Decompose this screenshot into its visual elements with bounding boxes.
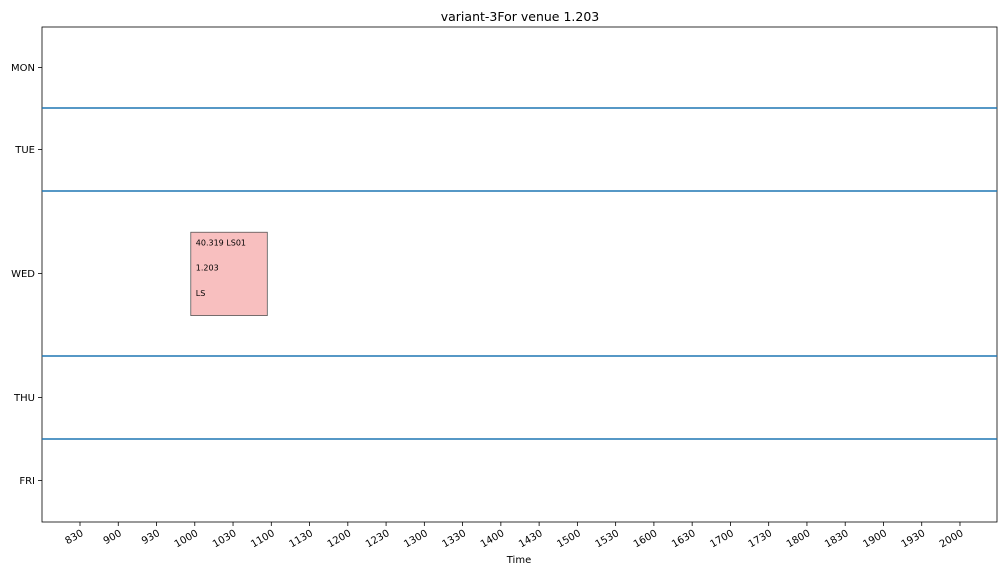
- x-tick-label-1830: 1830: [823, 528, 851, 550]
- x-tick-label-1630: 1630: [670, 528, 698, 550]
- x-tick-label-1530: 1530: [594, 528, 622, 550]
- x-tick-label-930: 930: [140, 528, 162, 547]
- x-tick-label-1730: 1730: [747, 528, 775, 550]
- x-tick-label-1000: 1000: [173, 528, 201, 550]
- events-layer: 40.319 LS01 1.203 LS: [190, 231, 268, 316]
- day-separators: [42, 107, 997, 440]
- y-tick-label-wed: WED: [11, 269, 35, 280]
- x-tick-label-1230: 1230: [364, 528, 392, 550]
- x-tick-label-1200: 1200: [326, 528, 354, 550]
- x-tick-label-900: 900: [102, 528, 124, 547]
- x-tick-label-1900: 1900: [861, 528, 889, 550]
- y-tick-label-fri: FRI: [19, 476, 35, 487]
- x-tick-label-1330: 1330: [441, 528, 469, 550]
- event-box: [190, 231, 268, 316]
- x-tick-label-1300: 1300: [402, 528, 430, 550]
- plot-area: [41, 26, 998, 523]
- y-tick-label-thu: THU: [13, 393, 35, 404]
- x-tick-label-1800: 1800: [785, 528, 813, 550]
- y-tick-label-mon: MON: [11, 63, 35, 74]
- y-tick-label-tue: TUE: [14, 145, 35, 156]
- x-tick-label-1030: 1030: [211, 528, 239, 550]
- x-tick-label-1500: 1500: [555, 528, 583, 550]
- x-tick-label-1130: 1130: [288, 528, 316, 550]
- x-tick-label-1100: 1100: [249, 528, 277, 550]
- event-text-line: LS: [196, 289, 206, 298]
- x-tick-label-1600: 1600: [632, 528, 660, 550]
- event-text-line: 40.319 LS01: [196, 238, 246, 247]
- x-tick-label-1430: 1430: [517, 528, 545, 550]
- event-text-line: 1.203: [196, 264, 219, 273]
- x-tick-label-2000: 2000: [938, 528, 966, 550]
- event-block: 40.319 LS01 1.203 LS: [190, 231, 268, 316]
- x-tick-label-1400: 1400: [479, 528, 507, 550]
- x-tick-label-830: 830: [63, 528, 85, 547]
- x-axis: 830 900 930 1000 1030 1100 1130 1200 1230 1300 133…: [63, 522, 965, 550]
- x-tick-label-1700: 1700: [708, 528, 736, 550]
- x-axis-label: Time: [506, 555, 531, 566]
- x-tick-label-1930: 1930: [900, 528, 928, 550]
- y-axis: MON TUE WED THU FRI: [11, 63, 42, 487]
- chart-title: variant-3For venue 1.203: [441, 9, 600, 24]
